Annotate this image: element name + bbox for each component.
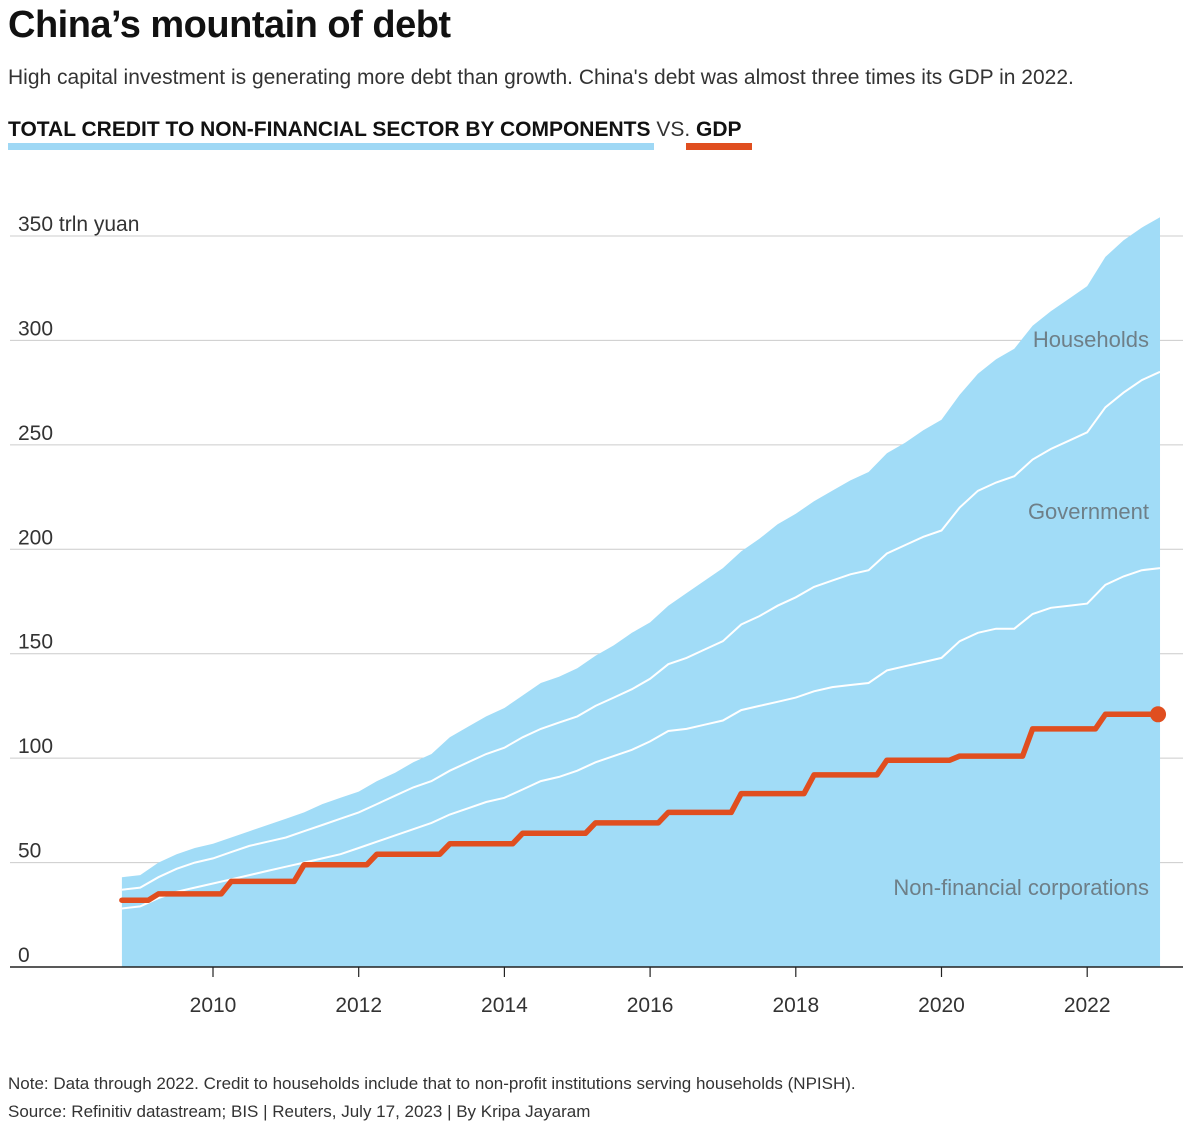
legend: TOTAL CREDIT TO NON-FINANCIAL SECTOR BY …	[8, 118, 751, 150]
chart-title: China’s mountain of debt	[8, 4, 451, 46]
y-tick-label: 350 trln yuan	[18, 213, 139, 236]
y-tick-label: 200	[18, 526, 53, 549]
total-credit-area	[121, 217, 1161, 967]
gdp-line	[119, 711, 1163, 903]
legend-gdp: GDP	[686, 118, 751, 150]
gdp-series	[119, 706, 1167, 903]
y-tick-label: 150	[18, 631, 53, 654]
area-series	[121, 217, 1161, 967]
x-tick-label: 2022	[1064, 994, 1111, 1017]
legend-total-credit: TOTAL CREDIT TO NON-FINANCIAL SECTOR BY …	[8, 118, 655, 150]
gdp-endpoint-marker	[1150, 706, 1167, 723]
label-households: Households	[1033, 327, 1149, 352]
x-tick-label: 2020	[918, 994, 965, 1017]
y-tick-label: 50	[18, 840, 41, 863]
x-tick-label: 2010	[190, 994, 237, 1017]
label-government: Government	[1028, 499, 1149, 524]
y-tick-label: 300	[18, 317, 53, 340]
chart-subtitle: High capital investment is generating mo…	[8, 66, 1074, 89]
series-boundary-government	[121, 370, 1161, 891]
x-tick-label: 2014	[481, 994, 528, 1017]
note-text: Note: Data through 2022. Credit to house…	[8, 1074, 856, 1093]
footnote: Note: Data through 2022. Credit to house…	[8, 1070, 856, 1126]
y-tick-label: 0	[18, 944, 30, 967]
x-tick-label: 2016	[627, 994, 674, 1017]
y-tick-label: 250	[18, 422, 53, 445]
series-labels: Households Government Non-financial corpor…	[893, 327, 1149, 900]
source-text: Source: Refinitiv datastream; BIS | Reut…	[8, 1102, 591, 1121]
series-boundary-non-financial-corporations	[121, 567, 1161, 910]
legend-vs: VS.	[656, 118, 691, 141]
x-tick-label: 2012	[335, 994, 382, 1017]
x-tick-label: 2018	[772, 994, 819, 1017]
axes: 0 50 100 150 200 250 300 350 trln yuan 2010 2012 2…	[10, 213, 1183, 1017]
label-non-financial-corporations: Non-financial corporations	[893, 875, 1149, 900]
y-tick-label: 100	[18, 735, 53, 758]
